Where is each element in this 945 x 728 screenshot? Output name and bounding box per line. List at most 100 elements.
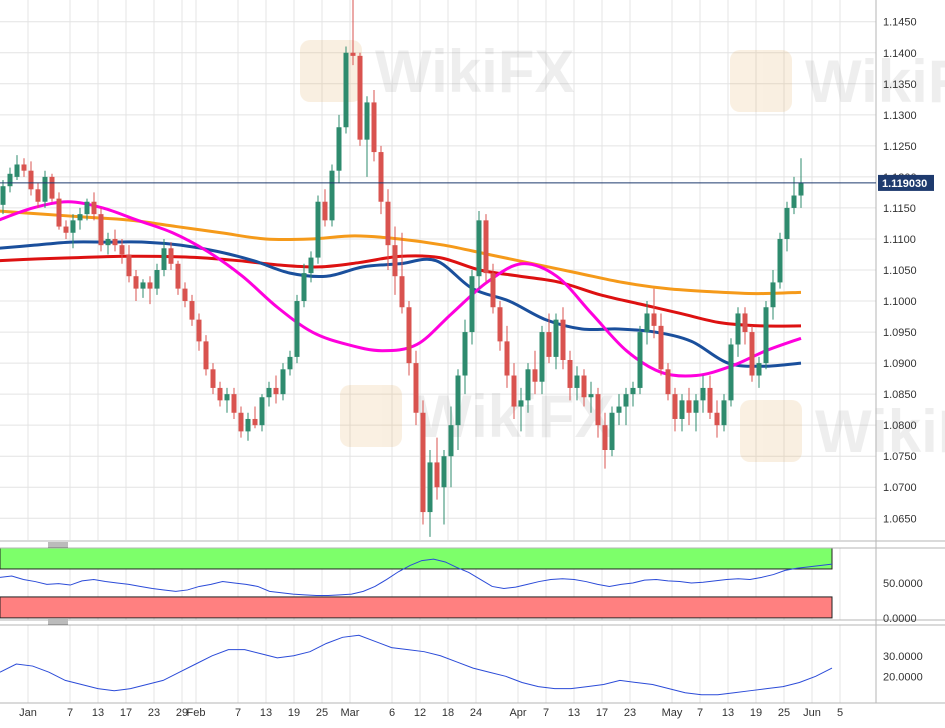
candle[interactable]	[623, 387, 629, 426]
pane-resize-handle[interactable]	[48, 619, 68, 625]
candle[interactable]	[14, 155, 20, 180]
candle[interactable]	[742, 307, 748, 345]
candle[interactable]	[476, 211, 482, 289]
candle[interactable]	[672, 387, 678, 432]
candle[interactable]	[371, 90, 377, 162]
candle[interactable]	[770, 270, 776, 320]
candle[interactable]	[182, 282, 188, 308]
candle[interactable]	[693, 394, 699, 432]
candle[interactable]	[357, 52, 363, 146]
candle[interactable]	[497, 301, 503, 351]
candle[interactable]	[686, 387, 692, 426]
candle[interactable]	[294, 294, 300, 364]
candle[interactable]	[616, 394, 622, 426]
candle[interactable]	[119, 238, 125, 264]
candle[interactable]	[105, 232, 111, 255]
pane-resize-handle[interactable]	[48, 542, 68, 548]
candle[interactable]	[63, 220, 69, 239]
candle[interactable]	[546, 313, 552, 364]
candle[interactable]	[147, 276, 153, 305]
candle[interactable]	[112, 229, 118, 252]
candle[interactable]	[196, 313, 202, 351]
candle[interactable]	[406, 301, 412, 376]
candle[interactable]	[49, 173, 55, 202]
candle[interactable]	[301, 263, 307, 308]
candle[interactable]	[630, 381, 636, 407]
candle[interactable]	[266, 381, 272, 407]
candle[interactable]	[231, 387, 237, 419]
candle[interactable]	[315, 195, 321, 264]
candle[interactable]	[553, 313, 559, 370]
candle[interactable]	[483, 214, 489, 283]
candle[interactable]	[343, 46, 349, 134]
candle[interactable]	[609, 406, 615, 457]
candle[interactable]	[413, 350, 419, 426]
candle[interactable]	[280, 363, 286, 401]
candle[interactable]	[777, 232, 783, 289]
candle[interactable]	[567, 350, 573, 401]
candle[interactable]	[133, 270, 139, 302]
candle[interactable]	[287, 350, 293, 376]
candle[interactable]	[448, 406, 454, 488]
candle[interactable]	[399, 232, 405, 314]
candle[interactable]	[336, 114, 342, 184]
candle[interactable]	[385, 189, 391, 270]
candle[interactable]	[168, 242, 174, 270]
candle[interactable]	[560, 307, 566, 370]
candle[interactable]	[763, 301, 769, 370]
candle[interactable]	[84, 198, 90, 221]
candle[interactable]	[455, 369, 461, 450]
candle[interactable]	[154, 263, 160, 295]
candle[interactable]	[126, 245, 132, 283]
candle[interactable]	[658, 313, 664, 376]
candle[interactable]	[539, 325, 545, 395]
candle[interactable]	[714, 400, 720, 438]
candle[interactable]	[35, 183, 41, 208]
candle[interactable]	[329, 164, 335, 227]
candle[interactable]	[532, 350, 538, 395]
candle[interactable]	[308, 251, 314, 283]
candle[interactable]	[490, 263, 496, 314]
candle[interactable]	[364, 96, 370, 177]
candle[interactable]	[56, 192, 62, 230]
candle[interactable]	[441, 450, 447, 525]
candle[interactable]	[238, 406, 244, 438]
candle[interactable]	[504, 325, 510, 388]
candle[interactable]	[77, 207, 83, 230]
candle[interactable]	[665, 363, 671, 401]
candle[interactable]	[420, 400, 426, 525]
candle[interactable]	[161, 238, 167, 277]
candle[interactable]	[462, 319, 468, 395]
candle[interactable]	[42, 170, 48, 208]
candle[interactable]	[273, 375, 279, 404]
candle[interactable]	[518, 387, 524, 432]
candle[interactable]	[679, 394, 685, 432]
candle[interactable]	[728, 338, 734, 407]
candle[interactable]	[91, 192, 97, 221]
candle[interactable]	[28, 161, 34, 196]
candle[interactable]	[21, 158, 27, 177]
candle[interactable]	[644, 301, 650, 345]
candle[interactable]	[749, 325, 755, 382]
candle[interactable]	[7, 167, 13, 193]
candle[interactable]	[511, 363, 517, 419]
candle[interactable]	[784, 201, 790, 252]
candle[interactable]	[252, 406, 258, 429]
candle[interactable]	[700, 375, 706, 413]
candle[interactable]	[70, 214, 76, 249]
candle[interactable]	[245, 412, 251, 441]
candle[interactable]	[588, 381, 594, 413]
candle[interactable]	[203, 335, 209, 376]
candle[interactable]	[602, 412, 608, 469]
candle[interactable]	[434, 437, 440, 500]
candle[interactable]	[140, 279, 146, 298]
candle[interactable]	[707, 375, 713, 419]
candle[interactable]	[427, 450, 433, 537]
candle[interactable]	[189, 294, 195, 326]
candle[interactable]	[259, 394, 265, 432]
candle[interactable]	[637, 325, 643, 395]
candle[interactable]	[217, 381, 223, 407]
candle[interactable]	[322, 189, 328, 227]
candle[interactable]	[98, 207, 104, 252]
